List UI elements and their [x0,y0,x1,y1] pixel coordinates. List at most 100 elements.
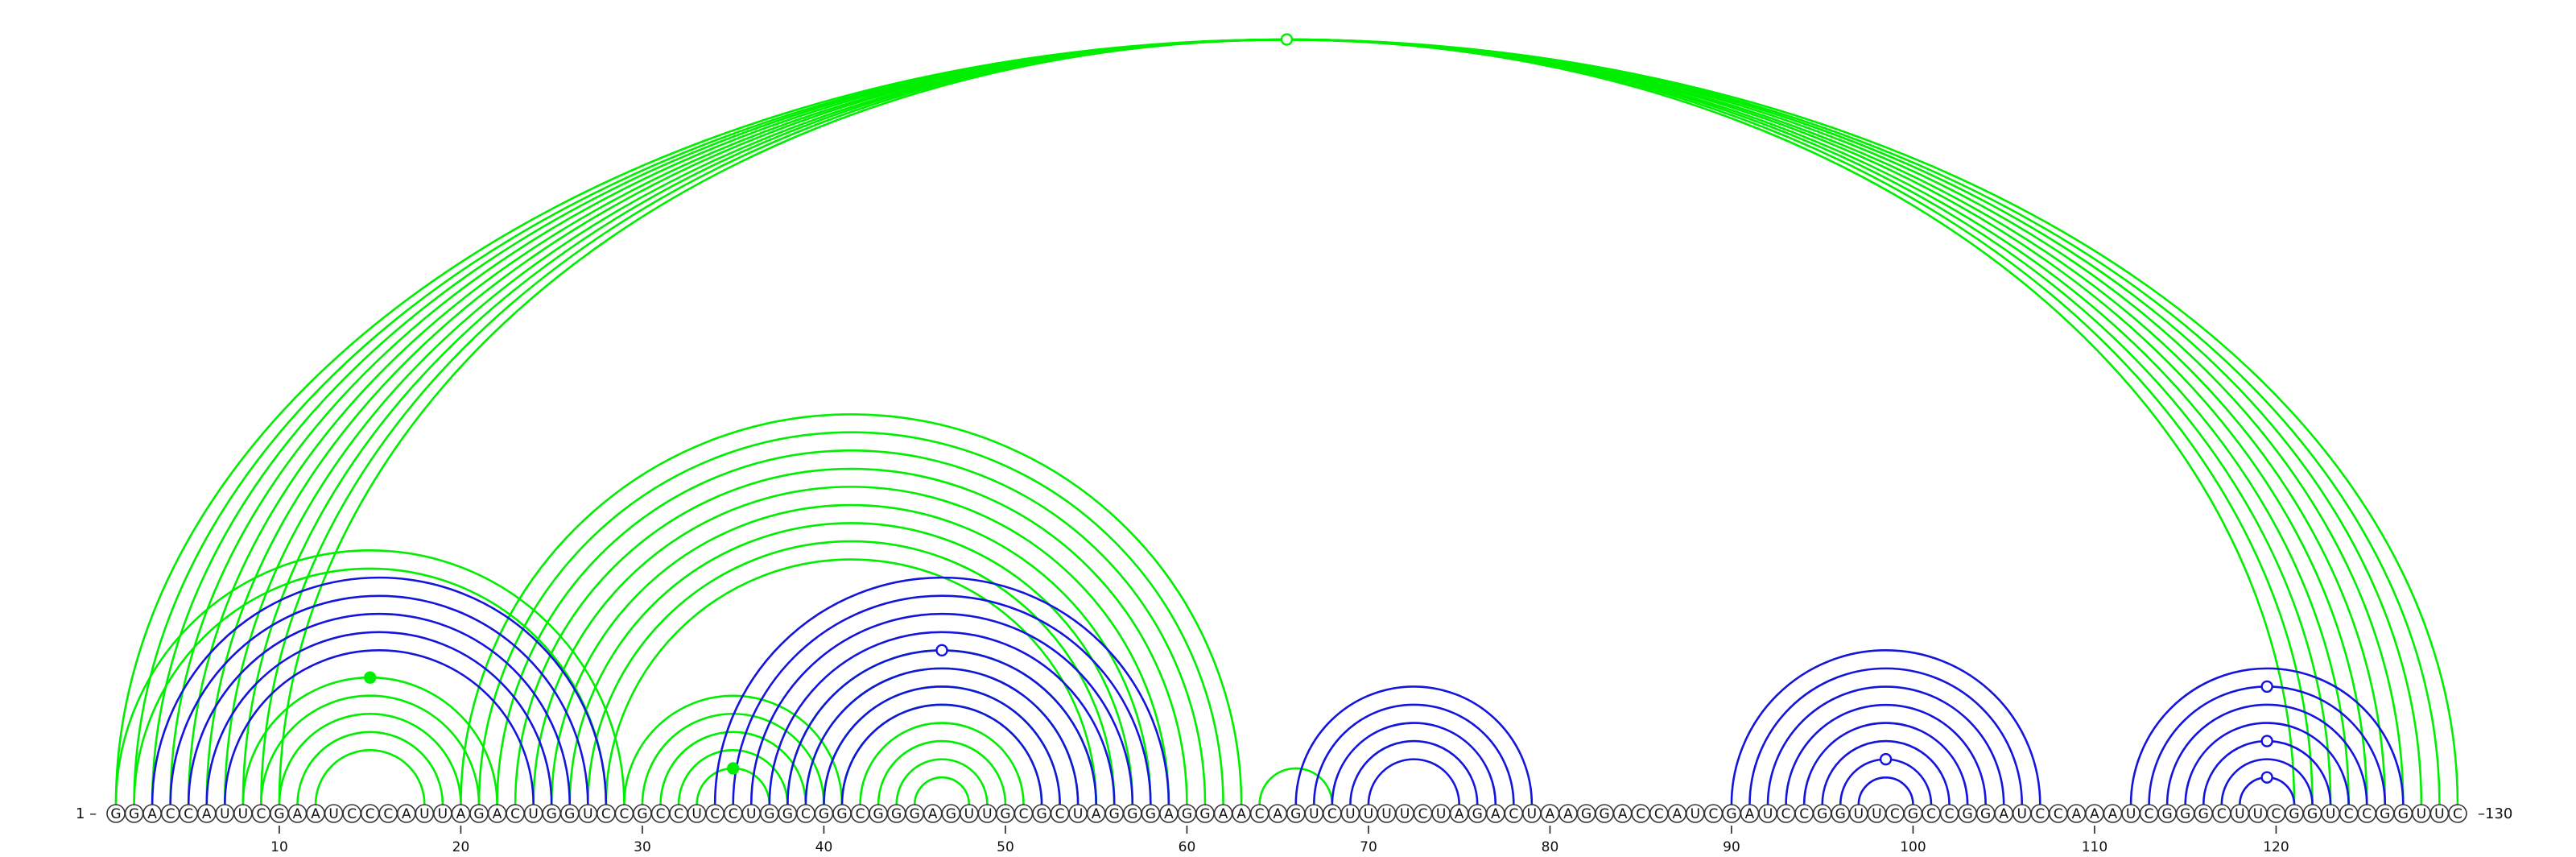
axis-tick-label: 10 [270,839,288,855]
nucleotide-letter: U [419,806,429,822]
open-blue-marker [2262,681,2273,692]
green-arc [914,777,969,805]
green-arc [171,39,2404,805]
blue-arc [842,705,1042,805]
nucleotide-letter: A [402,806,411,822]
open-blue-marker [937,645,947,656]
nucleotide-letter: G [274,806,284,822]
nucleotide-letter: U [1854,806,1864,822]
markers-layer [365,35,2272,783]
nucleotide-letter: G [1472,806,1483,822]
green-arc [479,433,1224,805]
blue-arc [1732,650,2040,805]
nucleotide-letter: G [2307,806,2318,822]
axis-tick-label: 50 [997,839,1014,855]
blue-arc [1368,760,1459,805]
nucleotide-letter: U [2253,806,2263,822]
nucleotide-letter: C [1945,806,1955,822]
blue-arc [1314,705,1513,805]
green-arc [225,39,2348,805]
nucleotide-letter: C [2035,806,2045,822]
sequence-start-label: 1 – [76,805,97,822]
nucleotide-letter: G [1908,806,1918,822]
nucleotide-letter: C [1509,806,1518,822]
nucleotide-letter: G [1036,806,1046,822]
nucleotide-letter: G [1963,806,1973,822]
nucleotide-letter: U [2326,806,2335,822]
nucleotide-letter: G [1581,806,1591,822]
nucleotide-letter: A [1219,806,1228,822]
axis-tick-label: 80 [1542,839,1559,855]
nucleotide-letter: C [674,806,683,822]
nucleotide-letter: A [1491,806,1501,822]
nucleotide-letter: U [2417,806,2426,822]
nucleotide-letter: U [2017,806,2027,822]
nucleotide-letter: U [1400,806,1410,822]
open-blue-marker [2262,772,2273,783]
nucleotide-letter: C [1708,806,1718,822]
nucleotide-letter: G [782,806,793,822]
nucleotide-letter: G [2398,806,2409,822]
nucleotide-letter: A [1455,806,1464,822]
nucleotide-letter: G [836,806,847,822]
nucleotide-letter: G [1199,806,1210,822]
arcs-layer [116,39,2458,805]
nucleotide-letter: C [1327,806,1337,822]
nucleotide-letter: U [1872,806,1881,822]
nucleotide-letter: G [129,806,139,822]
filled-green-marker [728,763,738,773]
nucleotide-letter: C [656,806,666,822]
nucleotide-letter: A [147,806,157,822]
nucleotide-letter: G [1817,806,1827,822]
nucleotide-letter: G [2180,806,2190,822]
nucleotide-letter: A [1164,806,1174,822]
axis-tick-label: 30 [634,839,651,855]
nucleotide-letter: G [2289,806,2299,822]
nucleotide-letter: A [1236,806,1246,822]
nucleotide-letter: G [473,806,484,822]
axis-tick-label: 120 [2263,839,2289,855]
nucleotide-letter: C [1636,806,1645,822]
nucleotide-letter: C [2453,806,2462,822]
nucleotide-letter: C [619,806,629,822]
nucleotide-letter: A [1546,806,1555,822]
nucleotide-letter: U [1690,806,1700,822]
nucleotide-letter: U [528,806,538,822]
nucleotide-letter: U [1436,806,1446,822]
axis-tick-label: 40 [815,839,833,855]
nucleotide-letter: A [1999,806,2008,822]
nucleotide-letter: G [873,806,884,822]
nucleotide-letter: G [110,806,121,822]
blue-arc [152,578,606,805]
nucleotide-letter: G [946,806,956,822]
nucleotide-letter: G [637,806,647,822]
nucleotide-letter: C [383,806,393,822]
nucleotide-letter: A [1745,806,1755,822]
nucleotide-letter: C [710,806,720,822]
nucleotide-letter: C [601,806,611,822]
green-arc [243,39,2330,805]
nucleotide-letter: U [2126,806,2136,822]
blue-arc [1332,723,1496,805]
green-arc [261,39,2312,805]
nucleotide-letter: U [1345,806,1355,822]
nucleotide-letter: U [746,806,756,822]
nucleotide-letter: U [328,806,338,822]
axis-tick-label: 100 [1900,839,1926,855]
nucleotide-letter: A [1563,806,1573,822]
open-blue-marker [2262,736,2273,747]
nucleotide-letter: U [1364,806,1373,822]
nucleotide-letter: U [964,806,974,822]
nucleotide-letter: U [238,806,248,822]
nucleotide-letter: U [691,806,701,822]
green-arc [298,732,443,805]
nucleotide-letter: G [2162,806,2173,822]
axis-tick-label: 90 [1723,839,1740,855]
nucleotide-letter: G [1980,806,1991,822]
nucleotide-letter: U [438,806,448,822]
green-arc [116,39,2458,805]
nucleotide-letter: A [1618,806,1628,822]
sequence-end-label: –130 [2478,805,2512,822]
